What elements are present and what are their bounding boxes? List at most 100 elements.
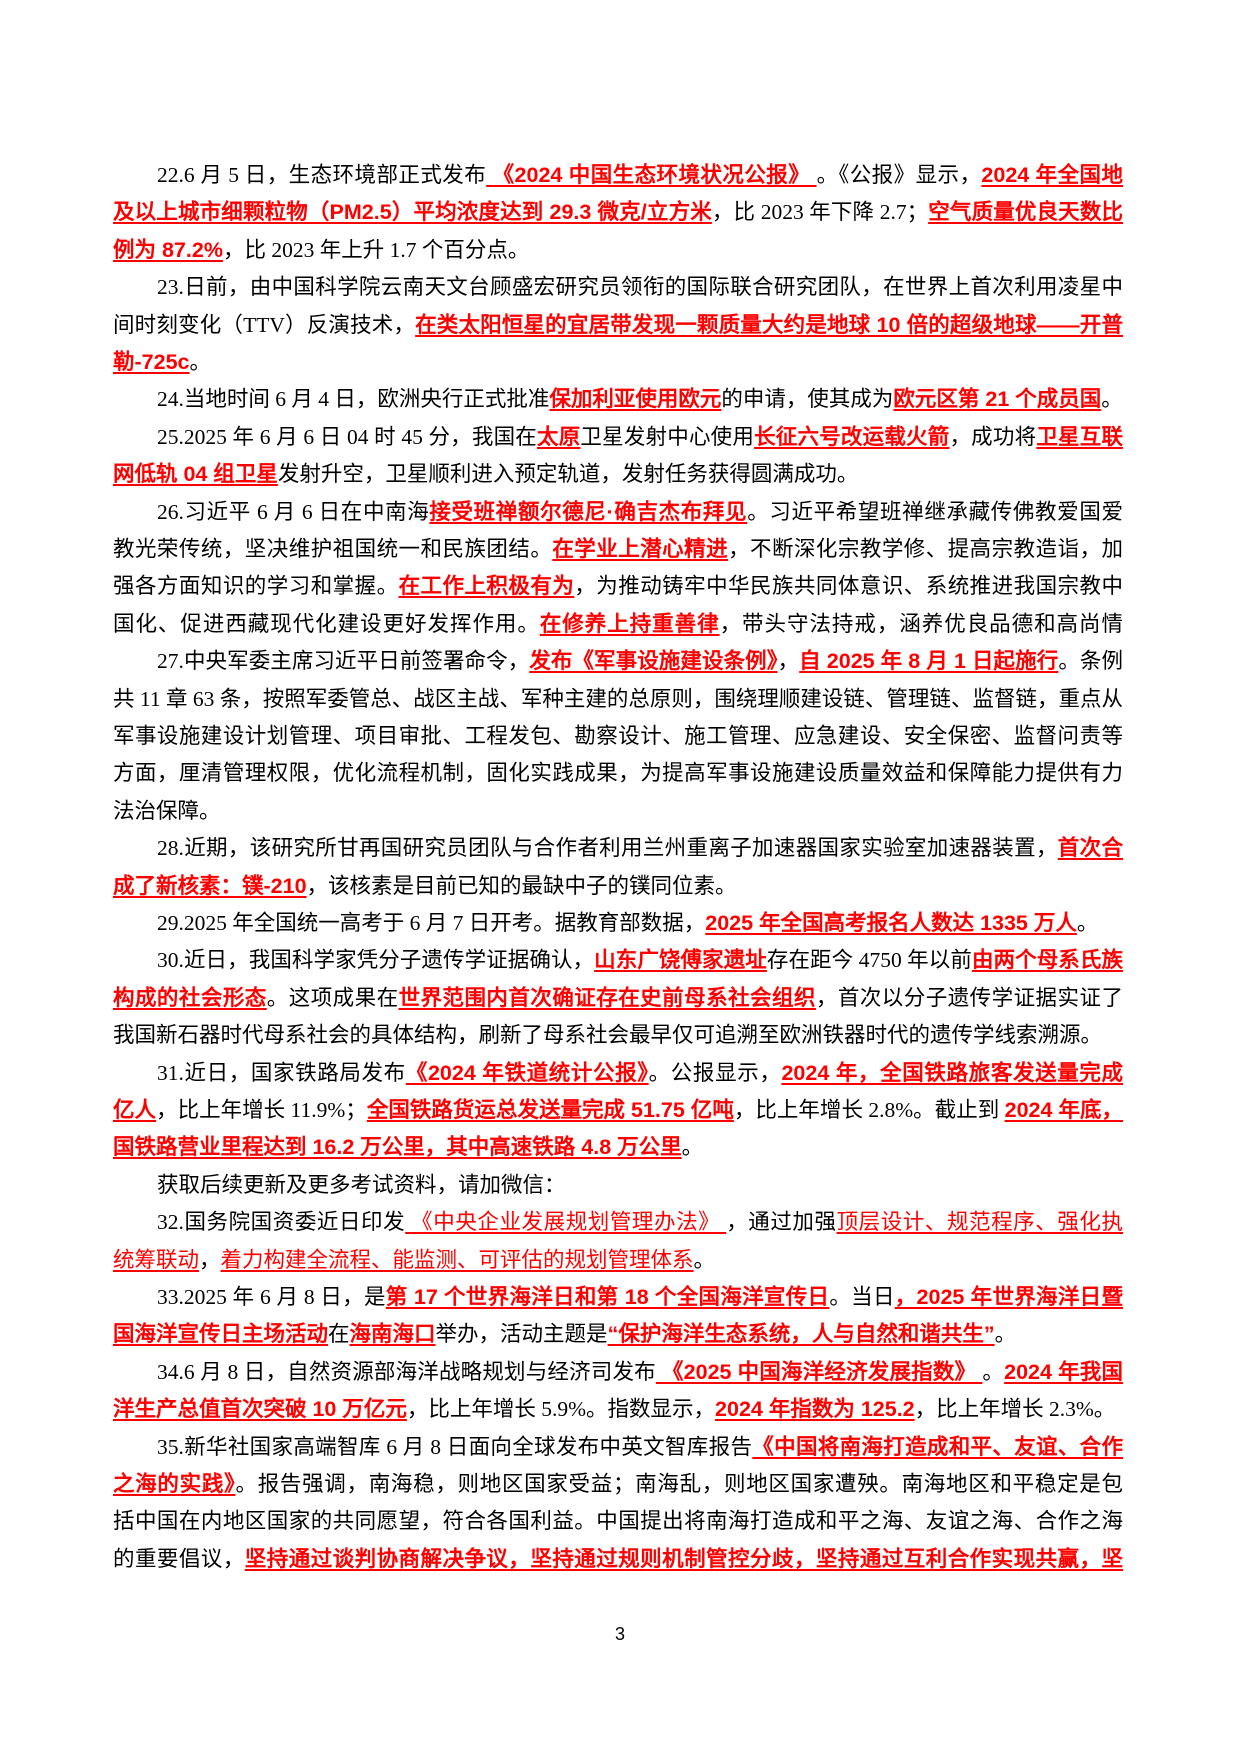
body-text-segment: ，比 2023 年下降 2.7； (711, 200, 929, 225)
body-text-segment: 26.习近平 6 月 6 日在中南海 (157, 499, 430, 524)
body-text-segment: 。 (681, 1135, 704, 1160)
text-line: 之海的实践》。报告强调，南海稳，则地区国家受益；南海乱，则地区国家遭殃。南海地区… (113, 1469, 1123, 1501)
body-text-segment: 间时刻变化（TTV）反演技术， (113, 312, 416, 337)
highlighted-key-point: 太原 (537, 424, 581, 449)
highlighted-key-point: 2024 年我国海 (1004, 1359, 1123, 1384)
text-line: 国铁路营业里程达到 16.2 万公里，其中高速铁路 4.8 万公里。 (113, 1132, 1123, 1164)
highlighted-key-point: 成了新核素：镤-210 (113, 873, 307, 898)
text-line: 32.国务院国资委近日印发 《中央企业发展规划管理办法》 ，通过加强顶层设计、规… (157, 1207, 1123, 1239)
text-line: 教光荣传统，坚决维护祖国统一和民族团结。在学业上潜心精进，不断深化宗教学修、提高… (113, 534, 1123, 566)
body-text-segment: 。公报显示， (648, 1060, 782, 1085)
highlighted-key-point: 由两个母系氏族 (971, 948, 1123, 973)
text-line: 共 11 章 63 条，按照军委管总、战区主战、军种主建的总原则，围绕理顺建设链… (113, 684, 1123, 716)
body-text-segment: 。 (189, 350, 212, 374)
body-text-segment: ，比上年增长 2.8%。截止到 (733, 1098, 1005, 1122)
body-text-segment: ，比 2023 年上升 1.7 个百分点。 (222, 237, 530, 262)
body-text-segment: 强各方面知识的学习和掌握。 (113, 574, 399, 599)
highlighted-key-point: 坚持通过谈判协商解决争议，坚持通过规则机制管控分歧，坚持通过互利合作实现共赢，坚 (244, 1546, 1123, 1571)
highlighted-key-point: 在学业上潜心精进 (552, 537, 729, 561)
body-text-segment: 。这项成果在 (266, 985, 399, 1010)
body-text-segment: 方面，厘清管理权限，优化流程机制，固化实践成果，为提高军事设施建设质量效益和保障… (113, 761, 1123, 786)
body-text-segment: 的重要倡议， (113, 1546, 245, 1571)
body-text-segment: 。 (1076, 911, 1099, 935)
text-line: 括中国在内地区国家的共同愿望，符合各国利益。中国提出将南海打造成和平之海、友谊之… (113, 1506, 1123, 1538)
body-text-segment: 军事设施建设计划管理、项目审批、工程发包、勘察设计、施工管理、应急建设、安全保密… (113, 724, 1123, 748)
highlighted-key-point: 2025 年全国高考报名人数达 1335 万人 (705, 911, 1077, 935)
body-text-segment: ，带头守法持戒，涵养优良品德和高尚情操。 (719, 611, 1123, 636)
text-line: 构成的社会形态。这项成果在世界范围内首次确证存在史前母系社会组织，首次以分子遗传… (113, 983, 1123, 1015)
body-text-segment: 。 (1101, 387, 1123, 412)
highlighted-key-point: 勒-725c (113, 350, 190, 374)
highlighted-key-point: 欧元区第 21 个成员国 (893, 387, 1102, 412)
highlighted-key-point: 《2025 中国海洋经济发展指数》 (655, 1359, 983, 1384)
page-number: 3 (614, 1624, 625, 1644)
highlighted-key-point: 自 2025 年 8 月 1 日起施行 (799, 649, 1059, 674)
highlighted-key-point: 长征六号改运载火箭 (754, 424, 950, 449)
highlighted-key-point: 山东广饶傅家遗址 (594, 948, 767, 973)
highlighted-key-point: 在类太阳恒星的宜居带发现一颗质量大约是地球 10 倍的超级地球——开普 (415, 312, 1123, 337)
text-line: 例为 87.2%，比 2023 年上升 1.7 个百分点。 (113, 235, 1123, 267)
body-text-segment: 。报告强调，南海稳，则地区国家受益；南海乱，则地区国家遭殃。南海地区和平稳定是包 (235, 1472, 1123, 1496)
body-text-segment: 存在距今 4750 年以前 (766, 948, 972, 973)
highlighted-key-point: 世界范围内首次确证存在史前母系社会组织 (398, 985, 816, 1010)
body-text-segment: 国化、促进西藏现代化建设更好发挥作用。 (113, 611, 540, 636)
body-text-segment: ，比上年增长 2.3%。 (914, 1397, 1116, 1422)
highlighted-key-point: 在修养上持重善律 (539, 611, 720, 636)
body-text-segment: 25.2025 年 6 月 6 日 04 时 45 分，我国在 (157, 424, 537, 449)
highlighted-key-point: “保护海洋生态系统，人与自然和谐共生” (607, 1322, 995, 1347)
text-line: 的重要倡议，坚持通过谈判协商解决争议，坚持通过规则机制管控分歧，坚持通过互利合作… (113, 1544, 1123, 1576)
highlighted-key-point: 2024 年底，全 (1004, 1098, 1123, 1122)
highlighted-key-point: 统筹联动 (113, 1247, 200, 1272)
body-text-segment: 。 (994, 1322, 1017, 1347)
text-line: 24.当地时间 6 月 4 日，欧洲央行正式批准保加利亚使用欧元的申请，使其成为… (157, 384, 1123, 416)
text-line: 网低轨 04 组卫星发射升空，卫星顺利进入预定轨道，发射任务获得圆满成功。 (113, 459, 1123, 491)
text-line: 35.新华社国家高端智库 6 月 8 日面向全球发布中英文智库报告《中国将南海打… (157, 1432, 1123, 1464)
highlighted-key-point: 空气质量优良天数比 (928, 200, 1123, 225)
highlighted-key-point: 海南海口 (349, 1322, 436, 1347)
body-text-segment: ， (199, 1247, 221, 1272)
highlighted-key-point: 网低轨 04 组卫星 (113, 462, 278, 487)
text-line: 间时刻变化（TTV）反演技术，在类太阳恒星的宜居带发现一颗质量大约是地球 10 … (113, 310, 1123, 342)
text-line: 28.近期，该研究所甘再国研究员团队与合作者利用兰州重离子加速器国家实验室加速器… (157, 833, 1123, 865)
body-text-segment: 24.当地时间 6 月 4 日，欧洲央行正式批准 (157, 387, 550, 412)
body-text-segment: 。 (982, 1359, 1005, 1384)
body-text-segment: 29.2025 年全国统一高考于 6 月 7 日开考。据教育部数据， (157, 911, 706, 935)
text-line: 方面，厘清管理权限，优化流程机制，固化实践成果，为提高军事设施建设质量效益和保障… (113, 758, 1123, 790)
text-line: 我国新石器时代母系社会的具体结构，刷新了母系社会最早仅可追溯至欧洲铁器时代的遗传… (113, 1020, 1123, 1052)
highlighted-key-point: 着力构建全流程、能监测、可评估的规划管理体系 (220, 1247, 694, 1272)
body-text-segment: 括中国在内地区国家的共同愿望，符合各国利益。中国提出将南海打造成和平之海、友谊之… (113, 1509, 1123, 1534)
highlighted-key-point: 第 17 个世界海洋日和第 18 个全国海洋宣传日 (385, 1285, 830, 1309)
body-text-segment: 28.近期，该研究所甘再国研究员团队与合作者利用兰州重离子加速器国家实验室加速器… (157, 836, 1058, 861)
highlighted-key-point: 国海洋宣传日主场活动 (113, 1322, 329, 1347)
text-line: 29.2025 年全国统一高考于 6 月 7 日开考。据教育部数据，2025 年… (157, 908, 1123, 940)
highlighted-key-point: 在工作上积极有为 (398, 574, 575, 599)
highlighted-key-point: 2024 年指数为 125.2 (715, 1397, 915, 1422)
highlighted-key-point: 及以上城市细颗粒物（PM2.5）平均浓度达到 29.3 微克/立方米 (113, 200, 712, 225)
highlighted-key-point: 首次合 (1057, 836, 1123, 861)
text-line: 34.6 月 8 日，自然资源部海洋战略规划与经济司发布 《2025 中国海洋经… (157, 1357, 1123, 1389)
highlighted-key-point: 2024 年，全国铁路旅客发送量完成 43.12 (781, 1060, 1123, 1085)
body-text-segment: 。 (693, 1247, 716, 1272)
text-line: 33.2025 年 6 月 8 日，是第 17 个世界海洋日和第 18 个全国海… (157, 1282, 1123, 1314)
body-text-segment: ，首次以分子遗传学证据实证了 (815, 985, 1123, 1010)
text-line: 国海洋宣传日主场活动在海南海口举办，活动主题是“保护海洋生态系统，人与自然和谐共… (113, 1319, 1123, 1351)
highlighted-key-point: 之海的实践》 (113, 1472, 236, 1496)
body-text-segment: 共 11 章 63 条，按照军委管总、战区主战、军种主建的总原则，围绕理顺建设链… (113, 686, 1123, 711)
body-text-segment: ，不断深化宗教学修、提高宗教造诣，加 (728, 537, 1123, 561)
highlighted-key-point: 接受班禅额尔德尼·确吉杰布拜见 (429, 499, 748, 524)
body-text-segment: 在 (328, 1322, 350, 1347)
text-line: 强各方面知识的学习和掌握。在工作上积极有为，为推动铸牢中华民族共同体意识、系统推… (113, 571, 1123, 603)
body-text-segment: 获取后续更新及更多考试资料，请加微信： (157, 1172, 566, 1197)
body-text-segment: ，成功将 (949, 424, 1037, 449)
body-text-segment: 我国新石器时代母系社会的具体结构，刷新了母系社会最早仅可追溯至欧洲铁器时代的遗传… (113, 1023, 1103, 1048)
body-text-segment: 。条例 (1058, 649, 1123, 674)
text-line: 25.2025 年 6 月 6 日 04 时 45 分，我国在太原卫星发射中心使… (157, 422, 1123, 454)
body-text-segment: ，比上年增长 11.9%； (156, 1098, 367, 1122)
highlighted-key-point: 《中央企业发展规划管理办法》 (405, 1210, 727, 1235)
body-text-segment: 31.近日，国家铁路局发布 (157, 1060, 406, 1085)
body-text-segment: 。《公报》显示， (816, 163, 982, 187)
highlighted-key-point: 亿人 (113, 1098, 157, 1122)
highlighted-key-point: 2024 年全国地级 (981, 163, 1123, 187)
body-text-segment: 32.国务院国资委近日印发 (157, 1210, 406, 1235)
body-text-segment: ，该核素是目前已知的最缺中子的镤同位素。 (306, 873, 737, 898)
